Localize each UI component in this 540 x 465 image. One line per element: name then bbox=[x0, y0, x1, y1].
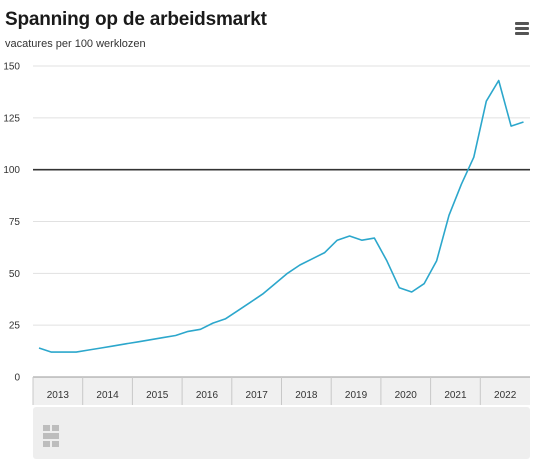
range-navigator[interactable] bbox=[33, 407, 530, 459]
menu-bar bbox=[515, 27, 529, 30]
x-axis: 2013 2014 2015 2016 2017 2018 2019 2020 2021 2022 bbox=[32, 376, 530, 405]
y-tick-label: 0 bbox=[14, 373, 20, 384]
y-tick-label: 150 bbox=[3, 62, 20, 73]
x-tick-label: 2020 bbox=[395, 390, 418, 401]
x-tick-label: 2019 bbox=[345, 390, 368, 401]
y-tick-label: 50 bbox=[9, 269, 21, 280]
hamburger-menu-icon[interactable] bbox=[510, 18, 534, 40]
menu-bar bbox=[515, 32, 529, 35]
cbs-logo-icon bbox=[43, 425, 59, 447]
y-tick-label: 125 bbox=[3, 113, 20, 124]
chart-title: Spanning op de arbeidsmarkt bbox=[5, 9, 267, 30]
y-axis: 0 25 50 75 100 125 150 bbox=[3, 62, 20, 384]
x-tick-label: 2021 bbox=[444, 390, 467, 401]
x-tick-label: 2013 bbox=[47, 390, 70, 401]
grid-lines bbox=[33, 65, 530, 378]
y-tick-label: 25 bbox=[9, 321, 21, 332]
x-tick-label: 2015 bbox=[146, 390, 169, 401]
chart-subtitle: vacatures per 100 werklozen bbox=[5, 38, 146, 50]
menu-bar bbox=[515, 22, 529, 25]
series-group bbox=[38, 79, 524, 353]
y-tick-label: 100 bbox=[3, 165, 20, 176]
series-line bbox=[38, 79, 524, 353]
x-tick-label: 2016 bbox=[196, 390, 219, 401]
x-tick-label: 2017 bbox=[246, 390, 269, 401]
x-tick-label: 2014 bbox=[96, 390, 119, 401]
y-tick-label: 75 bbox=[9, 217, 21, 228]
x-tick-label: 2022 bbox=[494, 390, 517, 401]
x-tick-label: 2018 bbox=[295, 390, 318, 401]
